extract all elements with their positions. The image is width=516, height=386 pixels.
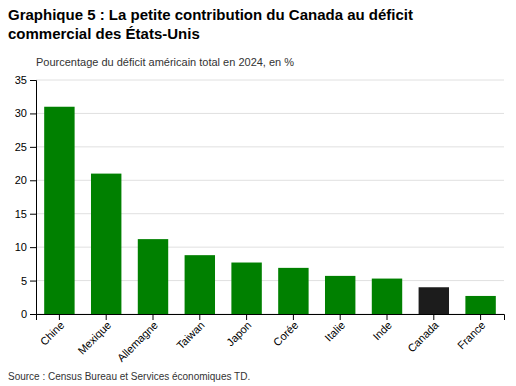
tick: 0 — [21, 308, 36, 320]
tick-mark — [30, 247, 36, 248]
bar — [325, 276, 355, 314]
bar — [91, 174, 121, 314]
bars — [44, 107, 496, 314]
tick: 20 — [15, 174, 36, 186]
tick: Allemagne — [115, 314, 160, 364]
tick-mark — [59, 314, 60, 320]
tick: Canada — [405, 314, 441, 354]
x-axis: Chine MexiqueAllemagne Taiwan Japon Corée Ita… — [37, 314, 505, 364]
bar — [44, 107, 74, 314]
tick-mark — [30, 314, 36, 315]
bar — [185, 255, 215, 314]
tick-label: 5 — [21, 275, 27, 287]
tick-label: 0 — [21, 308, 27, 320]
tick-label: 20 — [15, 174, 27, 186]
tick: Italie — [322, 314, 347, 344]
tick-label: 25 — [15, 141, 27, 153]
tick-label: 10 — [15, 241, 27, 253]
tick: 10 — [15, 241, 36, 253]
tick-label: Italie — [322, 319, 347, 344]
tick-mark — [30, 147, 36, 148]
tick-mark — [106, 314, 107, 320]
tick-mark — [30, 80, 36, 81]
tick-mark — [480, 314, 481, 320]
bar — [138, 239, 168, 314]
tick-mark — [340, 314, 341, 320]
subtitle: Pourcentage du déficit américain total e… — [36, 56, 294, 68]
tick: Inde — [370, 314, 394, 342]
title: Graphique 5 : La petite contribution du … — [8, 6, 413, 23]
tick: Japon — [224, 314, 254, 348]
tick: 5 — [21, 275, 36, 287]
tick-label: Inde — [370, 319, 394, 343]
axis-line — [30, 81, 37, 315]
grid — [36, 80, 504, 314]
chart: Graphique 5 : La petite contribution du … — [0, 0, 516, 386]
bar — [278, 268, 308, 314]
tick-label: 15 — [15, 208, 27, 220]
tick: Corée — [271, 314, 301, 348]
tick-label: Corée — [271, 319, 301, 349]
tick-mark — [246, 314, 247, 320]
tick: Taiwan — [174, 314, 207, 351]
tick-label: Japon — [224, 319, 254, 349]
tick-label: Chine — [38, 319, 67, 348]
grid-line — [36, 113, 504, 114]
bar — [465, 296, 495, 314]
source: Source : Census Bureau et Services écono… — [8, 371, 250, 382]
tick-label: Mexique — [75, 319, 113, 357]
tick-label: 35 — [15, 74, 27, 86]
tick-mark — [199, 314, 200, 320]
title: commercial des États-Unis — [8, 25, 200, 42]
tick-mark — [293, 314, 294, 320]
bar — [231, 263, 261, 314]
plot: 0 5 10 15 20 25 30 35 Chine MexiqueAllemagne Taiwa… — [15, 74, 505, 364]
tick-label: Allemagne — [115, 319, 160, 364]
bar — [419, 287, 449, 314]
tick-mark — [30, 113, 36, 114]
tick-mark — [30, 214, 36, 215]
tick-label: Canada — [405, 318, 441, 354]
tick: 25 — [15, 141, 36, 153]
bar — [372, 279, 402, 314]
tick: 35 — [15, 74, 36, 86]
tick-mark — [30, 180, 36, 181]
grid-line — [36, 80, 504, 81]
tick-label: Taiwan — [174, 319, 207, 352]
grid-line — [36, 146, 504, 147]
tick-label: France — [455, 319, 488, 352]
tick: France — [455, 314, 488, 351]
tick-mark — [387, 314, 388, 320]
tick: Mexique — [75, 314, 113, 357]
y-axis: 0 5 10 15 20 25 30 35 — [15, 74, 37, 320]
tick: 30 — [15, 107, 36, 119]
tick-mark — [30, 281, 36, 282]
axis-line — [37, 315, 505, 321]
tick-mark — [433, 314, 434, 320]
tick: 15 — [15, 208, 36, 220]
tick: Chine — [38, 314, 67, 348]
tick-label: 30 — [15, 107, 27, 119]
tick-mark — [153, 314, 154, 320]
